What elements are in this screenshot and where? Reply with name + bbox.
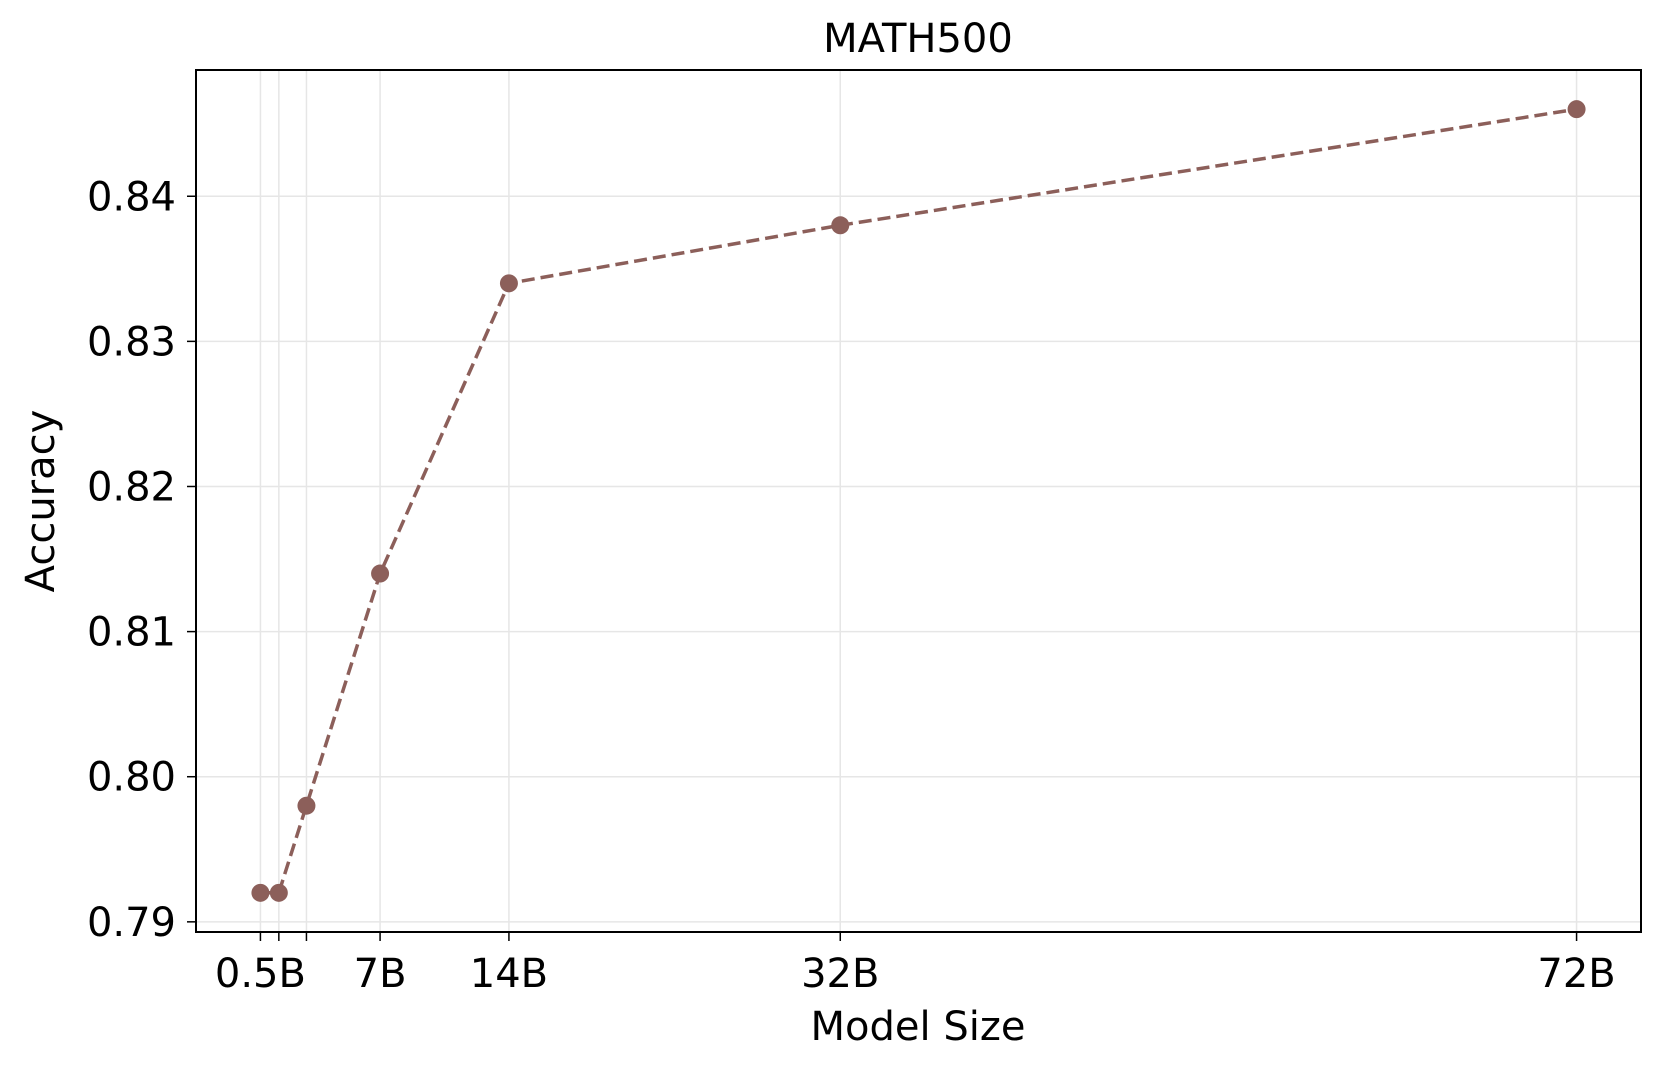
data-point	[269, 883, 288, 902]
x-tick-label: 72B	[1537, 951, 1615, 997]
data-point	[831, 216, 850, 235]
plot-area	[195, 69, 1642, 933]
x-tick-label: 32B	[801, 951, 879, 997]
chart-title: MATH500	[823, 16, 1013, 62]
y-axis-label: Accuracy	[18, 410, 64, 593]
y-tick-label: 0.82	[87, 464, 176, 510]
data-point	[371, 564, 390, 583]
series-line	[260, 107, 1577, 895]
y-tick-label: 0.83	[87, 319, 176, 365]
axes: 0.79 0.80 0.81 0.82 0.83 0.84 0.5B 7B 14B 32B 72B	[87, 174, 1616, 997]
y-tick-label: 0.81	[87, 610, 176, 656]
x-axis-label: Model Size	[811, 1004, 1026, 1050]
series	[251, 100, 1586, 902]
x-tick-label: 14B	[470, 951, 548, 997]
x-tick-label: 7B	[354, 951, 407, 997]
data-point	[499, 274, 518, 293]
grid	[196, 70, 1641, 932]
y-tick-label: 0.79	[87, 900, 176, 946]
x-tick-label: 0.5B	[215, 951, 306, 997]
y-tick-label: 0.84	[87, 174, 176, 220]
data-point	[251, 883, 270, 902]
data-point	[297, 796, 316, 815]
y-tick-label: 0.80	[87, 755, 176, 801]
data-point	[1567, 100, 1586, 119]
